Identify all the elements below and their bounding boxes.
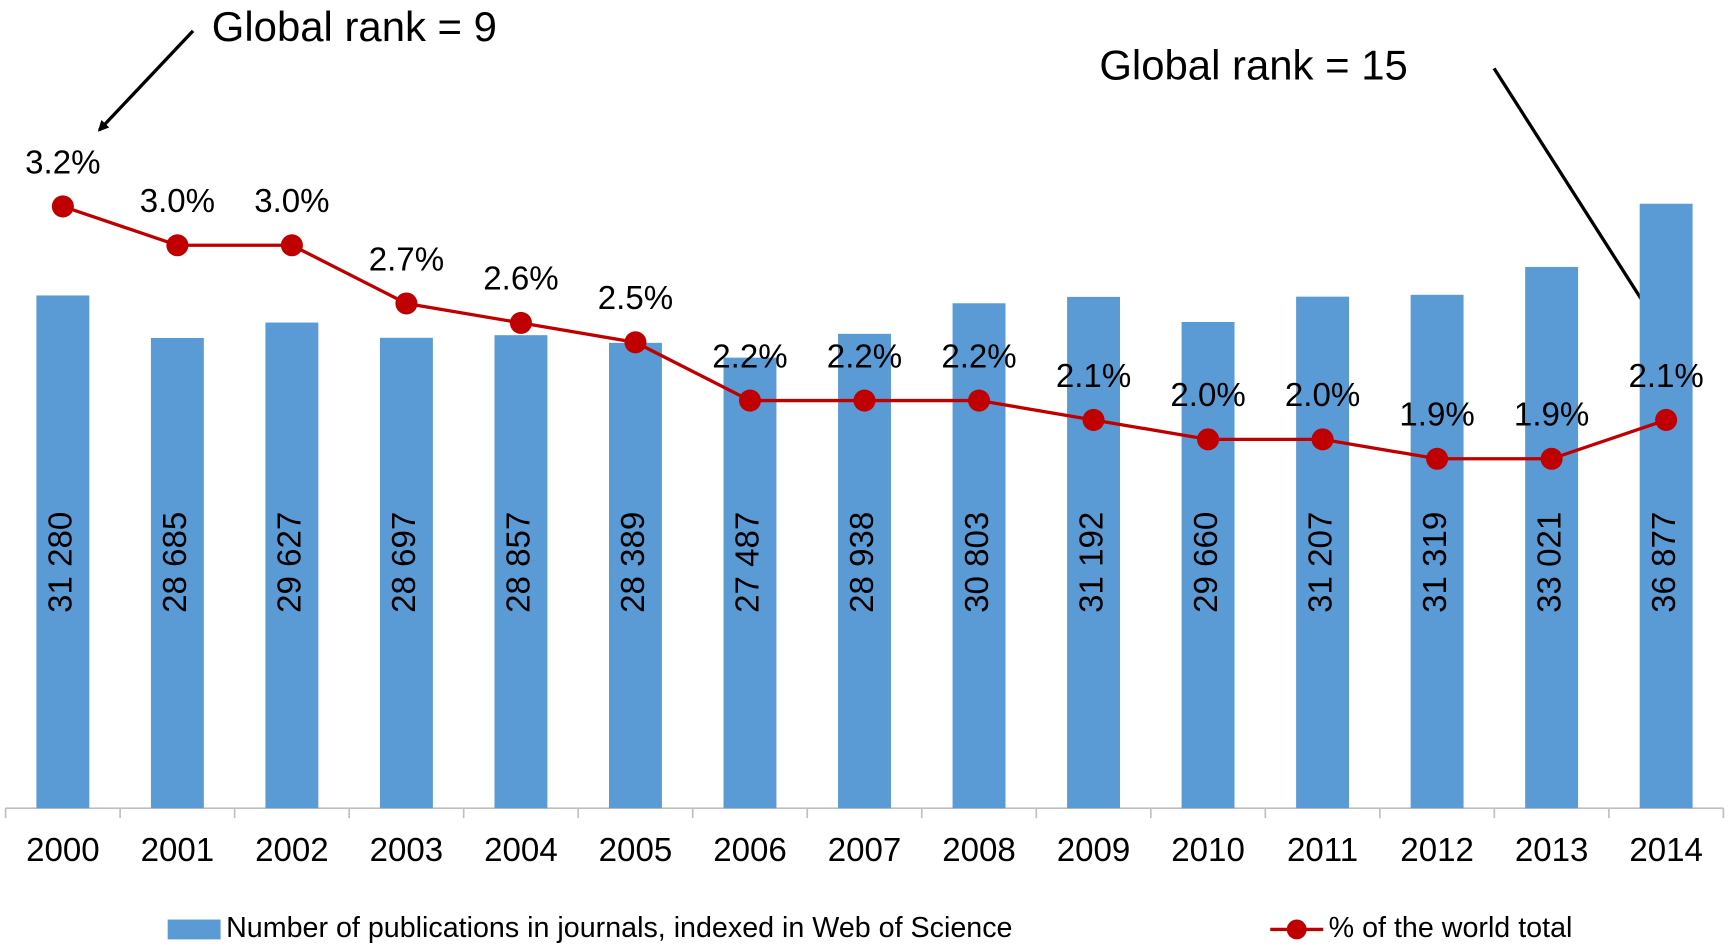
line-point	[395, 292, 418, 315]
bar	[1410, 294, 1464, 809]
x-tick-label: 2006	[713, 832, 787, 869]
x-tick-label: 2009	[1057, 832, 1131, 869]
bar	[723, 357, 777, 809]
x-tick-label: 2004	[484, 832, 558, 869]
bar-value-label: 31 192	[1073, 512, 1110, 613]
bar	[36, 295, 90, 809]
annotation-arrow	[1492, 67, 1659, 327]
point-value-label: 3.0%	[254, 183, 329, 220]
x-tick-label: 2013	[1515, 832, 1589, 869]
x-tick-label: 2000	[26, 832, 100, 869]
point-value-label: 2.5%	[598, 280, 673, 317]
bar-value-label: 28 857	[501, 512, 538, 613]
bar	[1525, 266, 1579, 809]
bar-value-label: 29 627	[272, 512, 309, 613]
bar	[1181, 322, 1235, 809]
bar-value-label: 31 319	[1417, 512, 1454, 613]
bar-value-label: 27 487	[730, 512, 767, 613]
legend-swatch	[167, 919, 221, 940]
bar	[608, 342, 662, 809]
x-tick-label: 2010	[1171, 832, 1245, 869]
line-point	[509, 311, 532, 334]
point-value-label: 2.6%	[483, 261, 558, 298]
x-tick-label: 2012	[1400, 832, 1474, 869]
bar-value-label: 28 389	[615, 512, 652, 613]
bar-value-label: 31 280	[43, 512, 80, 613]
bar	[1639, 203, 1693, 809]
point-value-label: 2.2%	[827, 338, 902, 375]
line-point	[1540, 447, 1563, 470]
point-value-label: 2.7%	[369, 241, 444, 278]
line-point	[1426, 447, 1449, 470]
line-point	[624, 331, 647, 354]
bar	[838, 333, 891, 809]
line-point	[1311, 428, 1334, 451]
line-point	[1655, 408, 1678, 431]
line-point	[738, 389, 762, 412]
bar-value-label: 28 697	[386, 512, 423, 613]
point-value-label: 3.0%	[140, 183, 215, 220]
bar-value-label: 30 803	[959, 512, 996, 613]
x-tick-label: 2002	[255, 832, 329, 869]
line-point	[967, 389, 991, 412]
x-tick-label: 2007	[828, 832, 902, 869]
legend-swatch	[1286, 919, 1307, 940]
bar	[150, 337, 204, 809]
line-point	[280, 234, 303, 257]
bar-value-label: 36 877	[1646, 512, 1683, 613]
annotation: Global rank = 9	[212, 3, 497, 50]
bar	[1296, 296, 1350, 809]
bar	[494, 335, 548, 809]
bar	[1067, 296, 1121, 809]
line-point	[1082, 408, 1105, 431]
bar-value-label: 28 685	[157, 512, 194, 613]
point-value-label: 2.1%	[1056, 358, 1131, 395]
x-tick-label: 2005	[599, 832, 673, 869]
bar-value-label: 28 938	[844, 512, 881, 613]
line-point	[1197, 428, 1220, 451]
bar	[952, 303, 1006, 809]
legend-label: % of the world total	[1329, 912, 1573, 944]
x-tick-label: 2011	[1287, 832, 1358, 869]
line-point	[51, 195, 74, 218]
bar-value-label: 29 660	[1188, 512, 1225, 613]
bar-value-label: 31 207	[1302, 512, 1339, 613]
annotation: Global rank = 15	[1099, 41, 1407, 88]
bar	[265, 322, 319, 809]
annotation-arrow	[97, 29, 195, 132]
x-tick-label: 2003	[370, 832, 444, 869]
x-tick-label: 2014	[1629, 832, 1703, 869]
x-tick-label: 2008	[942, 832, 1016, 869]
point-value-label: 2.2%	[941, 338, 1016, 375]
point-value-label: 2.0%	[1170, 377, 1245, 414]
point-value-label: 3.2%	[25, 144, 100, 181]
legend-label: Number of publications in journals, inde…	[226, 912, 1012, 944]
point-value-label: 1.9%	[1514, 397, 1589, 434]
x-tick-label: 2001	[141, 832, 215, 869]
line-point	[853, 389, 876, 412]
point-value-label: 1.9%	[1399, 397, 1474, 434]
point-value-label: 2.2%	[712, 338, 787, 375]
bar-value-label: 33 021	[1531, 512, 1568, 613]
point-value-label: 2.0%	[1285, 377, 1360, 414]
point-value-label: 2.1%	[1628, 358, 1703, 395]
line-point	[166, 234, 189, 257]
bar	[379, 337, 433, 809]
